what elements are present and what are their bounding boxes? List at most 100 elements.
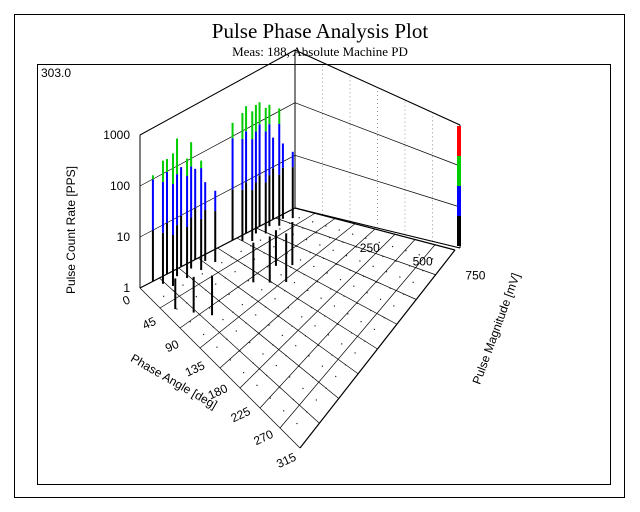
floor-dot bbox=[322, 257, 325, 259]
floor-dot bbox=[279, 228, 281, 230]
floor-dot bbox=[266, 374, 268, 377]
x-tick-label: 270 bbox=[251, 427, 275, 448]
floor-dot bbox=[391, 245, 394, 248]
floor-dot bbox=[297, 298, 299, 300]
floor-dot bbox=[262, 353, 264, 355]
floor-dot bbox=[343, 295, 345, 297]
floor-dot bbox=[244, 264, 246, 267]
floor-dot bbox=[320, 297, 322, 299]
floor-dot bbox=[333, 305, 336, 307]
floor-dot bbox=[304, 335, 306, 337]
floor-dot bbox=[215, 283, 217, 285]
floor-dot bbox=[203, 333, 205, 336]
floor-dot bbox=[221, 262, 223, 264]
floor-dot bbox=[241, 304, 243, 306]
floor-dot bbox=[295, 345, 297, 347]
floor-dot bbox=[298, 365, 300, 368]
x-tick-label: 135 bbox=[183, 358, 207, 379]
floor-dot bbox=[257, 273, 259, 275]
floor-dot bbox=[182, 284, 184, 286]
floor-dot bbox=[379, 298, 382, 300]
z-axis-title: Pulse Count Rate [PPS] bbox=[64, 166, 78, 294]
z-tick-label: 1 bbox=[123, 281, 130, 295]
floor-grid-line bbox=[139, 287, 301, 449]
floor-dot bbox=[274, 298, 276, 300]
floor-dot bbox=[312, 376, 314, 378]
chart-subtitle: Meas: 188, Absolute Machine PD bbox=[232, 44, 408, 59]
floor-dot bbox=[226, 338, 228, 340]
outer-frame bbox=[14, 14, 625, 498]
floor-dot bbox=[230, 256, 233, 258]
floor-dot bbox=[328, 236, 331, 239]
floor-dot bbox=[263, 252, 265, 254]
scale-bar-segment bbox=[457, 186, 461, 216]
floor-dot bbox=[299, 259, 302, 261]
floor-dot bbox=[389, 287, 391, 289]
floor-dot bbox=[290, 266, 292, 268]
floor-dot bbox=[239, 350, 241, 352]
floor-dot bbox=[279, 386, 281, 389]
floor-dot bbox=[422, 270, 424, 272]
floor-dot bbox=[305, 239, 308, 241]
wall-gridline bbox=[294, 154, 461, 208]
floor-dot bbox=[308, 355, 310, 357]
floor-dot bbox=[195, 295, 197, 298]
x-tick-label: 225 bbox=[229, 404, 253, 425]
floor-dot bbox=[224, 277, 226, 279]
floor-dot bbox=[232, 311, 234, 313]
floor-dot bbox=[284, 290, 286, 292]
floor-dot bbox=[309, 251, 311, 254]
floor-dot bbox=[303, 273, 305, 276]
floor-dot bbox=[370, 309, 372, 312]
floor-dot bbox=[296, 245, 298, 248]
floor-grid bbox=[139, 207, 456, 449]
floor-dot bbox=[289, 376, 291, 378]
floor-dot bbox=[354, 352, 356, 354]
floor-dot bbox=[259, 239, 262, 241]
floor-dot bbox=[355, 246, 357, 248]
floor-dot bbox=[325, 225, 327, 227]
floor-dot bbox=[341, 343, 343, 345]
floor-dot bbox=[250, 245, 252, 247]
floor-dot bbox=[315, 232, 317, 234]
floor-dot bbox=[253, 258, 256, 260]
plot-area bbox=[37, 64, 611, 485]
floor-dot bbox=[291, 325, 293, 327]
floor-dot bbox=[275, 364, 277, 367]
floor-dot bbox=[240, 250, 242, 253]
floor-dot bbox=[405, 250, 407, 252]
floor-dot bbox=[342, 241, 344, 243]
floor-dot bbox=[269, 397, 271, 399]
floor-dot bbox=[368, 251, 371, 253]
floor-dot bbox=[267, 266, 269, 268]
floor-dot bbox=[350, 332, 353, 334]
x-tick-label: 45 bbox=[140, 314, 158, 332]
floor-dot bbox=[365, 237, 367, 239]
wall-gridline bbox=[139, 49, 296, 136]
floor-dot bbox=[270, 281, 273, 283]
floor-dot bbox=[176, 308, 178, 310]
floor-dot bbox=[307, 289, 309, 292]
floor-dot bbox=[330, 288, 332, 290]
floor-dot bbox=[306, 411, 308, 413]
floor-dot bbox=[189, 321, 191, 323]
floor-dot bbox=[366, 292, 368, 294]
floor-dot bbox=[163, 295, 165, 297]
floor-dot bbox=[344, 364, 346, 366]
floor-dot bbox=[301, 316, 303, 318]
floor-dot bbox=[205, 289, 207, 291]
scale-bar-segment bbox=[457, 216, 461, 246]
floor-dot bbox=[302, 227, 304, 229]
floor-dot bbox=[412, 281, 414, 283]
floor-dot bbox=[310, 306, 313, 309]
floor-dot bbox=[298, 217, 300, 219]
floor-dot bbox=[276, 259, 279, 261]
floor-dot bbox=[212, 326, 214, 328]
floor-dot bbox=[311, 221, 314, 223]
floor-dot bbox=[395, 260, 397, 262]
floor-dot bbox=[383, 317, 385, 319]
floor-dot bbox=[285, 355, 287, 357]
floor-dot bbox=[345, 255, 348, 257]
floor-dot bbox=[201, 273, 203, 275]
